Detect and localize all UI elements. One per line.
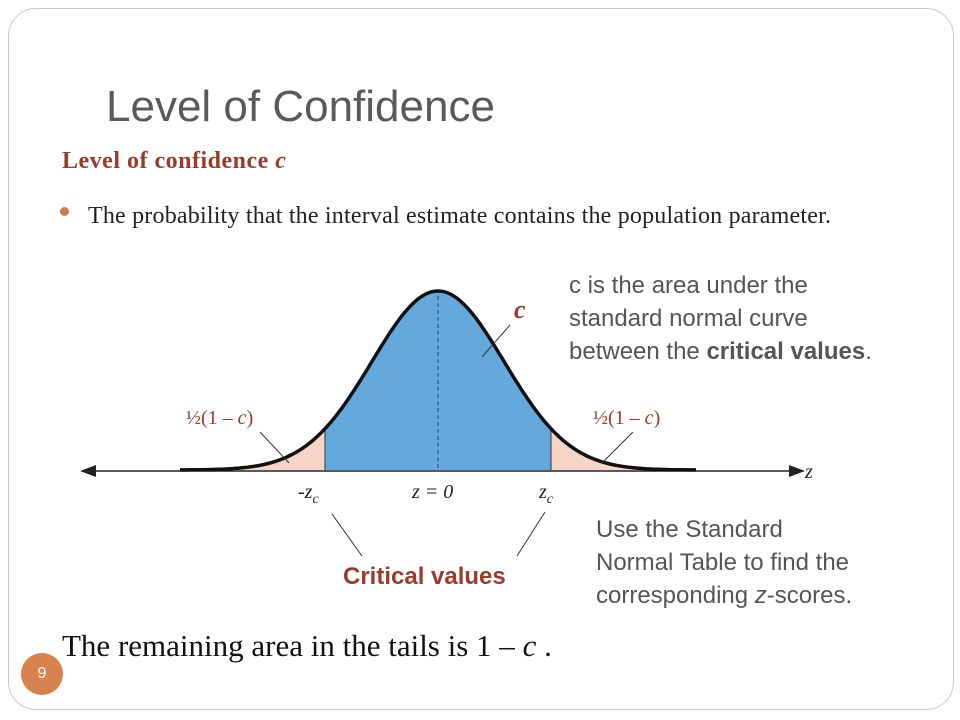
left-tail-region [180, 428, 325, 470]
table-note-line-3-suffix: -scores. [766, 582, 853, 609]
neg-critical-label: -zc [298, 481, 319, 507]
bullet-dot-icon [60, 207, 69, 216]
remaining-area-statement: The remaining area in the tails is 1 – c… [62, 628, 552, 664]
right-tail-region [551, 428, 696, 470]
bullet-text: The probability that the interval estima… [88, 203, 832, 229]
z-axis-label: z [804, 461, 813, 483]
pos-critical-label: zc [538, 481, 554, 507]
remaining-prefix: The remaining area in the tails is 1 – [62, 628, 523, 663]
remaining-suffix: . [536, 628, 552, 663]
critical-values-note: c is the area under the standard normal … [569, 269, 872, 368]
slide-subtitle: Level of confidence c [62, 148, 286, 175]
table-note-line-3-var: z [754, 582, 767, 609]
note-line-3-suffix: . [865, 338, 872, 365]
page-number-badge: 9 [21, 653, 63, 695]
left-tail-leader [259, 431, 290, 464]
remaining-variable: c [522, 628, 537, 663]
table-note-line-1: Use the Standard [596, 516, 783, 543]
note-line-1: c is the area under the [569, 272, 808, 299]
note-line-3-bold: critical values [706, 338, 866, 365]
standard-normal-table-note: Use the Standard Normal Table to find th… [596, 513, 852, 612]
slide-title: Level of Confidence [106, 82, 495, 131]
z-axis-left-arrow-icon [80, 465, 96, 477]
right-tail-leader [601, 431, 634, 464]
table-note-line-3-prefix: corresponding [596, 582, 755, 609]
area-label: c [514, 295, 526, 324]
z-axis-right-arrow-icon [789, 465, 805, 477]
table-note-line-3: corresponding z-scores. [596, 579, 852, 612]
right-tail-label: ½(1 – c) [593, 407, 660, 429]
subtitle-variable: c [275, 148, 287, 174]
pos-critical-leader [516, 511, 546, 557]
table-note-line-2: Normal Table to find the [596, 549, 850, 576]
area-label-leader [481, 324, 511, 358]
subtitle-text: Level of confidence [62, 148, 276, 174]
note-line-3: between the critical values. [569, 335, 872, 368]
note-line-3-prefix: between the [569, 338, 707, 365]
normal-curve-outline [180, 289, 696, 472]
center-label: z = 0 [411, 481, 453, 503]
neg-critical-leader [331, 513, 363, 557]
note-line-2: standard normal curve [569, 305, 808, 332]
critical-values-label: Critical values [343, 563, 506, 590]
left-tail-label: ½(1 – c) [186, 407, 253, 429]
